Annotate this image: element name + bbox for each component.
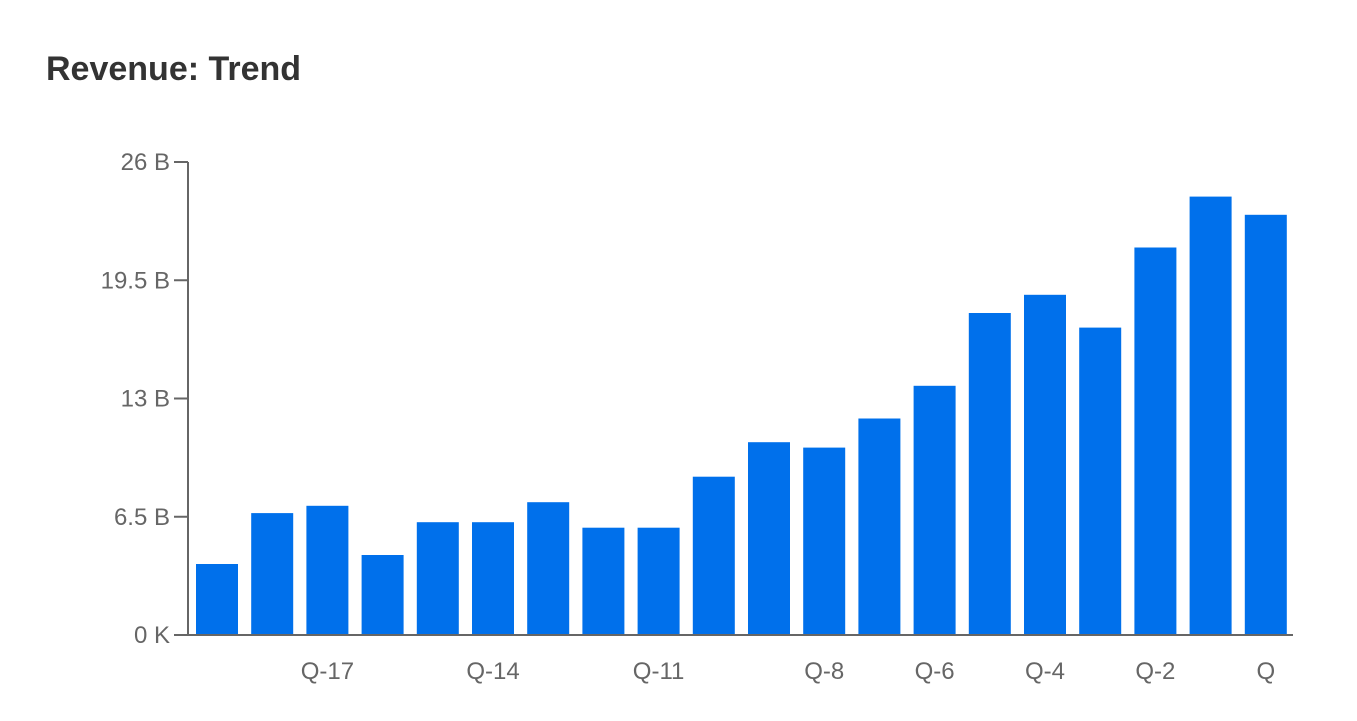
bar-q-6: [913, 385, 956, 635]
bar-q-18: [251, 513, 294, 635]
y-tick-label: 19.5 B: [101, 267, 170, 294]
bar-q-3: [1079, 327, 1122, 635]
y-tick-label: 26 B: [121, 149, 170, 176]
bar-q-16: [361, 555, 404, 635]
bar-q-1: [1189, 196, 1232, 635]
bar-q-7: [858, 418, 901, 635]
bar-q-4: [1024, 294, 1066, 635]
y-tick-label: 13 B: [121, 386, 170, 413]
y-axis: 0 K 6.5 B 13 B 19.5 B 26 B: [101, 149, 189, 649]
bars-group: [196, 196, 1287, 636]
x-tick-label: Q-2: [1135, 658, 1175, 685]
bar-q: [1244, 214, 1287, 636]
x-tick-label: Q-4: [1025, 658, 1065, 685]
bar-q-10: [692, 476, 735, 635]
x-tick-label: Q-6: [915, 658, 955, 685]
x-axis: Q-17 Q-14 Q-11 Q-8 Q-6 Q-4 Q-2 Q: [188, 634, 1293, 685]
x-tick-label: Q-14: [466, 658, 519, 685]
bar-q-14: [472, 522, 514, 635]
bar-q-19: [196, 564, 238, 635]
bar-q-12: [582, 527, 625, 635]
bar-q-8: [803, 447, 846, 635]
x-tick-label: Q: [1256, 658, 1275, 685]
x-tick-label: Q-8: [804, 658, 844, 685]
bar-q-2: [1134, 247, 1177, 635]
x-tick-label: Q-11: [633, 658, 685, 685]
y-tick-label: 6.5 B: [114, 504, 170, 531]
y-tick-label: 0 K: [134, 622, 170, 649]
bar-q-15: [416, 522, 459, 635]
bar-q-9: [748, 442, 790, 635]
bar-q-13: [527, 502, 570, 635]
chart-title: Revenue: Trend: [46, 50, 302, 88]
bar-q-5: [968, 313, 1011, 635]
x-tick-label: Q-17: [301, 658, 354, 685]
bar-q-11: [637, 527, 680, 635]
bar-q-17: [306, 505, 349, 635]
